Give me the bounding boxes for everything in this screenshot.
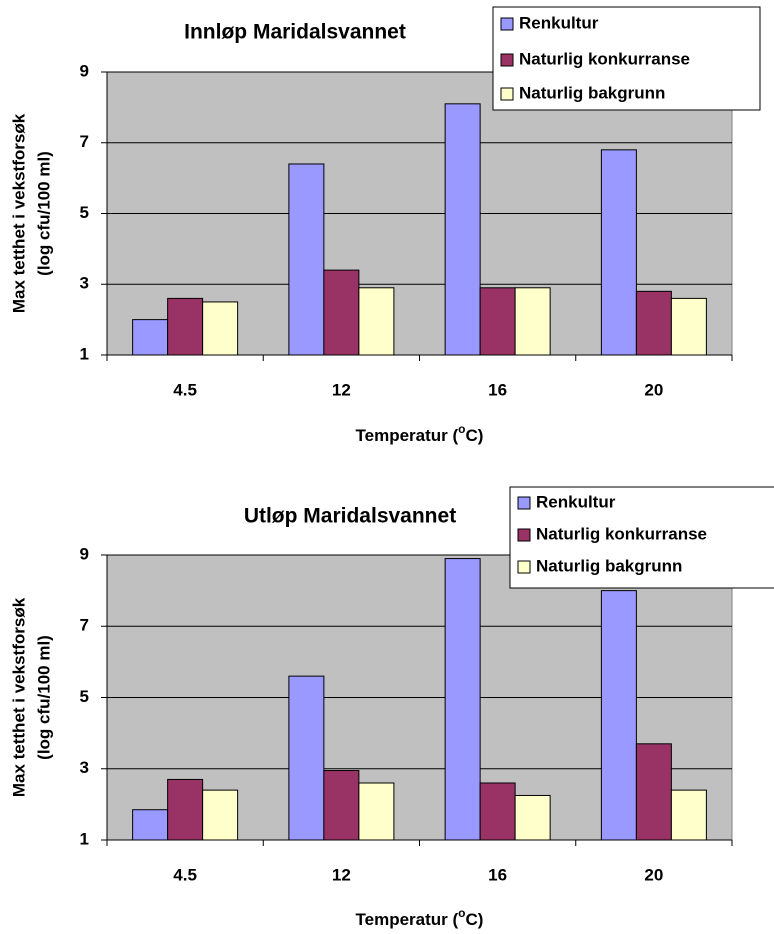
- y-tick-label: 5: [80, 203, 89, 222]
- y-tick-label: 1: [80, 829, 89, 848]
- bar: [167, 297, 204, 356]
- x-axis-label-part: Temperatur (: [356, 910, 459, 929]
- y-tick-label: 3: [80, 758, 89, 777]
- legend-swatch: [517, 496, 531, 510]
- x-tick-label: 20: [644, 865, 663, 884]
- x-tick-label: 16: [488, 865, 507, 884]
- y-tick-label: 9: [80, 61, 89, 80]
- legend-box: [509, 486, 774, 589]
- x-tick-label: 12: [332, 380, 351, 399]
- x-axis-label-part: C): [466, 910, 484, 929]
- bar: [132, 319, 169, 356]
- legend-label: Naturlig konkurranse: [519, 49, 690, 68]
- bar: [670, 297, 707, 356]
- bar: [444, 103, 481, 356]
- legend-swatch: [500, 17, 514, 31]
- bar: [358, 287, 395, 356]
- x-tick-label: 12: [332, 865, 351, 884]
- legend-box: [492, 6, 761, 111]
- bar: [600, 590, 637, 841]
- y-tick-label: 9: [80, 544, 89, 563]
- x-axis-label-sup: o: [458, 422, 465, 436]
- y-tick-label: 7: [80, 132, 89, 151]
- x-tick-label: 4.5: [173, 380, 197, 399]
- bar: [167, 778, 204, 841]
- bar: [444, 558, 481, 841]
- legend-label: Naturlig konkurranse: [536, 524, 707, 543]
- y-axis-label: (log cfu/100 ml): [34, 635, 53, 760]
- x-axis-label: Temperatur (oC): [356, 906, 484, 929]
- legend-label: Renkultur: [536, 492, 616, 511]
- y-tick-label: 1: [80, 344, 89, 363]
- bar: [288, 163, 325, 356]
- bar: [514, 794, 551, 841]
- chart-title: Innløp Maridalsvannet: [184, 21, 406, 44]
- y-axis-label: Max tetthet i vekstforsøk: [9, 597, 28, 797]
- bar: [202, 789, 239, 841]
- bar: [202, 301, 239, 356]
- legend-swatch: [500, 87, 514, 101]
- x-axis-label: Temperatur (oC): [356, 422, 484, 445]
- y-tick-label: 7: [80, 616, 89, 635]
- bar: [132, 809, 169, 841]
- x-tick-label: 16: [488, 380, 507, 399]
- bar: [323, 269, 360, 356]
- y-tick-label: 3: [80, 274, 89, 293]
- bar: [323, 770, 360, 841]
- bar: [358, 782, 395, 841]
- bar: [600, 149, 637, 356]
- y-axis-label: Max tetthet i vekstforsøk: [9, 113, 28, 313]
- legend-label: Naturlig bakgrunn: [536, 556, 682, 575]
- bar: [479, 287, 516, 356]
- bar: [479, 782, 516, 841]
- bar: [288, 675, 325, 841]
- legend-swatch: [500, 53, 514, 67]
- legend-label: Naturlig bakgrunn: [519, 83, 665, 102]
- x-axis-label-part: C): [466, 426, 484, 445]
- y-tick-label: 5: [80, 687, 89, 706]
- x-axis-label-part: Temperatur (: [356, 426, 459, 445]
- legend-swatch: [517, 560, 531, 574]
- legend-swatch: [517, 528, 531, 542]
- chart-title: Utløp Maridalsvannet: [244, 505, 456, 528]
- y-axis-label: (log cfu/100 ml): [34, 151, 53, 276]
- legend-label: Renkultur: [519, 13, 599, 32]
- x-tick-label: 20: [644, 380, 663, 399]
- bar: [514, 287, 551, 356]
- bar: [670, 789, 707, 841]
- x-tick-label: 4.5: [173, 865, 197, 884]
- x-axis-label-sup: o: [458, 906, 465, 920]
- bar: [635, 290, 672, 356]
- bar: [635, 743, 672, 841]
